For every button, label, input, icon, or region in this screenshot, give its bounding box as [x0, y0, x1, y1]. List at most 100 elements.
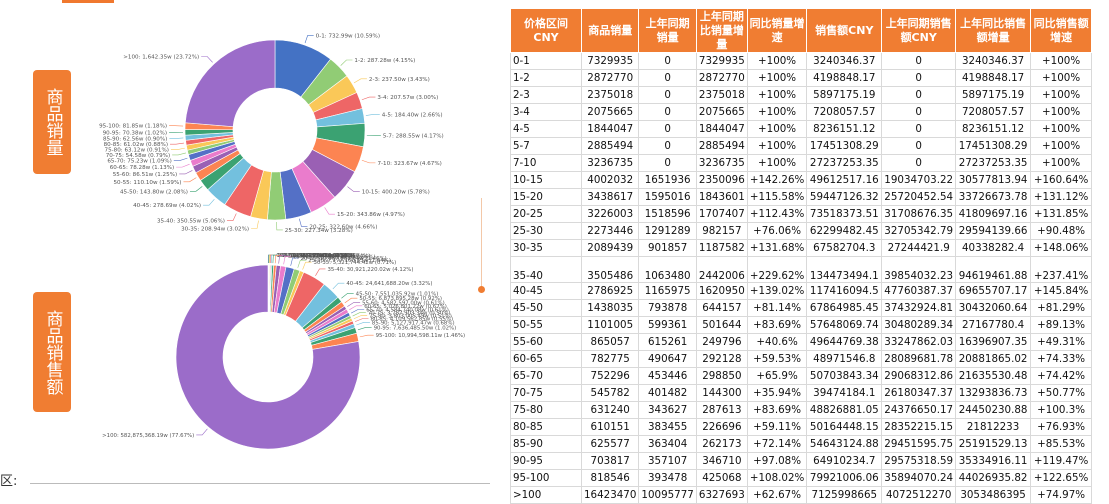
- table-cell: +50.77%: [1031, 385, 1092, 402]
- slice-label-30-35: 30-35: 5,321,744.42w (0.71%): [314, 260, 397, 266]
- table-cell: 0: [882, 87, 956, 104]
- table-cell: +100%: [1031, 87, 1092, 104]
- table-cell: 50-55: [511, 317, 582, 334]
- slice-label-25-30: 25-30: 227.34w (3.28%): [285, 228, 353, 234]
- table-cell: 90-95: [511, 453, 582, 470]
- table-cell: +74.97%: [1031, 487, 1092, 504]
- table-cell: 3226003: [582, 206, 639, 223]
- label-leader: [366, 114, 380, 115]
- table-cell: 21635530.48: [956, 368, 1031, 385]
- table-cell: +81.29%: [1031, 300, 1092, 317]
- table-cell: 27237253.35: [956, 155, 1031, 172]
- column-header: 同比销售额增速: [1031, 9, 1092, 53]
- label-leader: [325, 207, 335, 214]
- slice-label-3-4: 3-4: 207.57w (3.00%): [377, 95, 438, 101]
- slice-label-55-60: 55-60: 86.51w (1.25%): [113, 172, 177, 178]
- footer-text: 区:: [0, 470, 17, 489]
- table-cell: +89.13%: [1031, 317, 1092, 334]
- label-leader: [360, 335, 374, 337]
- table-cell: +100%: [1031, 104, 1092, 121]
- table-cell: 0: [882, 121, 956, 138]
- table-cell: 35-40: [511, 257, 582, 283]
- table-cell: 383455: [639, 419, 696, 436]
- table-cell: +49.31%: [1031, 334, 1092, 351]
- table-cell: +100%: [1031, 155, 1092, 172]
- column-header: 上年同期销售额CNY: [882, 9, 956, 53]
- accent-line: [62, 0, 114, 3]
- label-leader: [355, 319, 368, 322]
- table-cell: 8236151.12: [807, 121, 882, 138]
- slice-label-7-10: 7-10: 323.67w (4.67%): [377, 161, 441, 167]
- table-cell: 1518596: [639, 206, 696, 223]
- table-cell: +131.85%: [1031, 206, 1092, 223]
- column-header: 上年同期比销量增量: [696, 9, 747, 53]
- column-header: 上年同比销售额增量: [956, 9, 1031, 53]
- label-leader: [201, 57, 212, 63]
- table-cell: 1-2: [511, 70, 582, 87]
- table-cell: 5897175.19: [807, 87, 882, 104]
- table-cell: 27237253.35: [807, 155, 882, 172]
- table-cell: 545782: [582, 385, 639, 402]
- table-cell: 65-70: [511, 368, 582, 385]
- table-cell: 26180347.37: [882, 385, 956, 402]
- label-leader: [315, 269, 325, 276]
- table-cell: 599361: [639, 317, 696, 334]
- table-cell: +83.69%: [747, 317, 806, 334]
- label-leader: [174, 158, 188, 160]
- table-cell: 0: [882, 104, 956, 121]
- table-cell: 4002032: [582, 172, 639, 189]
- label-leader: [203, 199, 214, 205]
- table-cell: 25-30: [511, 223, 582, 240]
- slice-label-90-95: 90-95: 7,636,485.50w (1.02%): [374, 325, 457, 331]
- table-cell: 30480289.34: [882, 317, 956, 334]
- label-leader: [358, 327, 372, 329]
- table-cell: 357107: [639, 453, 696, 470]
- table-cell: 644157: [696, 300, 747, 317]
- table-cell: 1843601: [696, 189, 747, 206]
- slice-label-1-2: 1-2: 287.28w (4.15%): [354, 58, 415, 64]
- table-cell: 80-85: [511, 419, 582, 436]
- table-cell: 2350096: [696, 172, 747, 189]
- table-cell: 1438035: [582, 300, 639, 317]
- table-cell: 2885494: [582, 138, 639, 155]
- label-leader: [183, 178, 196, 182]
- table-cell: 8236151.12: [956, 121, 1031, 138]
- table-cell: 1595016: [639, 189, 696, 206]
- table-cell: 25191529.13: [956, 436, 1031, 453]
- table-cell: 28089681.78: [882, 351, 956, 368]
- table-cell: 27167780.4: [956, 317, 1031, 334]
- label-leader: [362, 160, 376, 163]
- table-cell: 1101005: [582, 317, 639, 334]
- table-cell: 37432924.81: [882, 300, 956, 317]
- table-cell: 5897175.19: [956, 87, 1031, 104]
- table-cell: 287613: [696, 402, 747, 419]
- table-cell: 0: [882, 70, 956, 87]
- slice-label-4-5: 4-5: 184.40w (2.66%): [382, 112, 443, 118]
- slice-label-95-100: 95-100: 10,994,598.11w (1.46%): [376, 333, 466, 339]
- label-leader: [179, 170, 192, 174]
- table-cell: 2075665: [696, 104, 747, 121]
- table-cell: +148.06%: [1031, 240, 1092, 257]
- table-cell: 4-5: [511, 121, 582, 138]
- table-cell: 35334916.11: [956, 453, 1031, 470]
- column-header: 价格区间CNY: [511, 9, 582, 53]
- table-cell: 39474184.1: [807, 385, 882, 402]
- table-cell: 793878: [639, 300, 696, 317]
- table-cell: 625577: [582, 436, 639, 453]
- table-cell: +74.42%: [1031, 368, 1092, 385]
- table-cell: >100: [511, 487, 582, 504]
- table-cell: 0: [882, 155, 956, 172]
- table-cell: 48971546.8: [807, 351, 882, 368]
- label-leader: [171, 148, 185, 150]
- label-leader: [227, 213, 236, 220]
- table-cell: +76.06%: [747, 223, 806, 240]
- table-cell: 64910234.7: [807, 453, 882, 470]
